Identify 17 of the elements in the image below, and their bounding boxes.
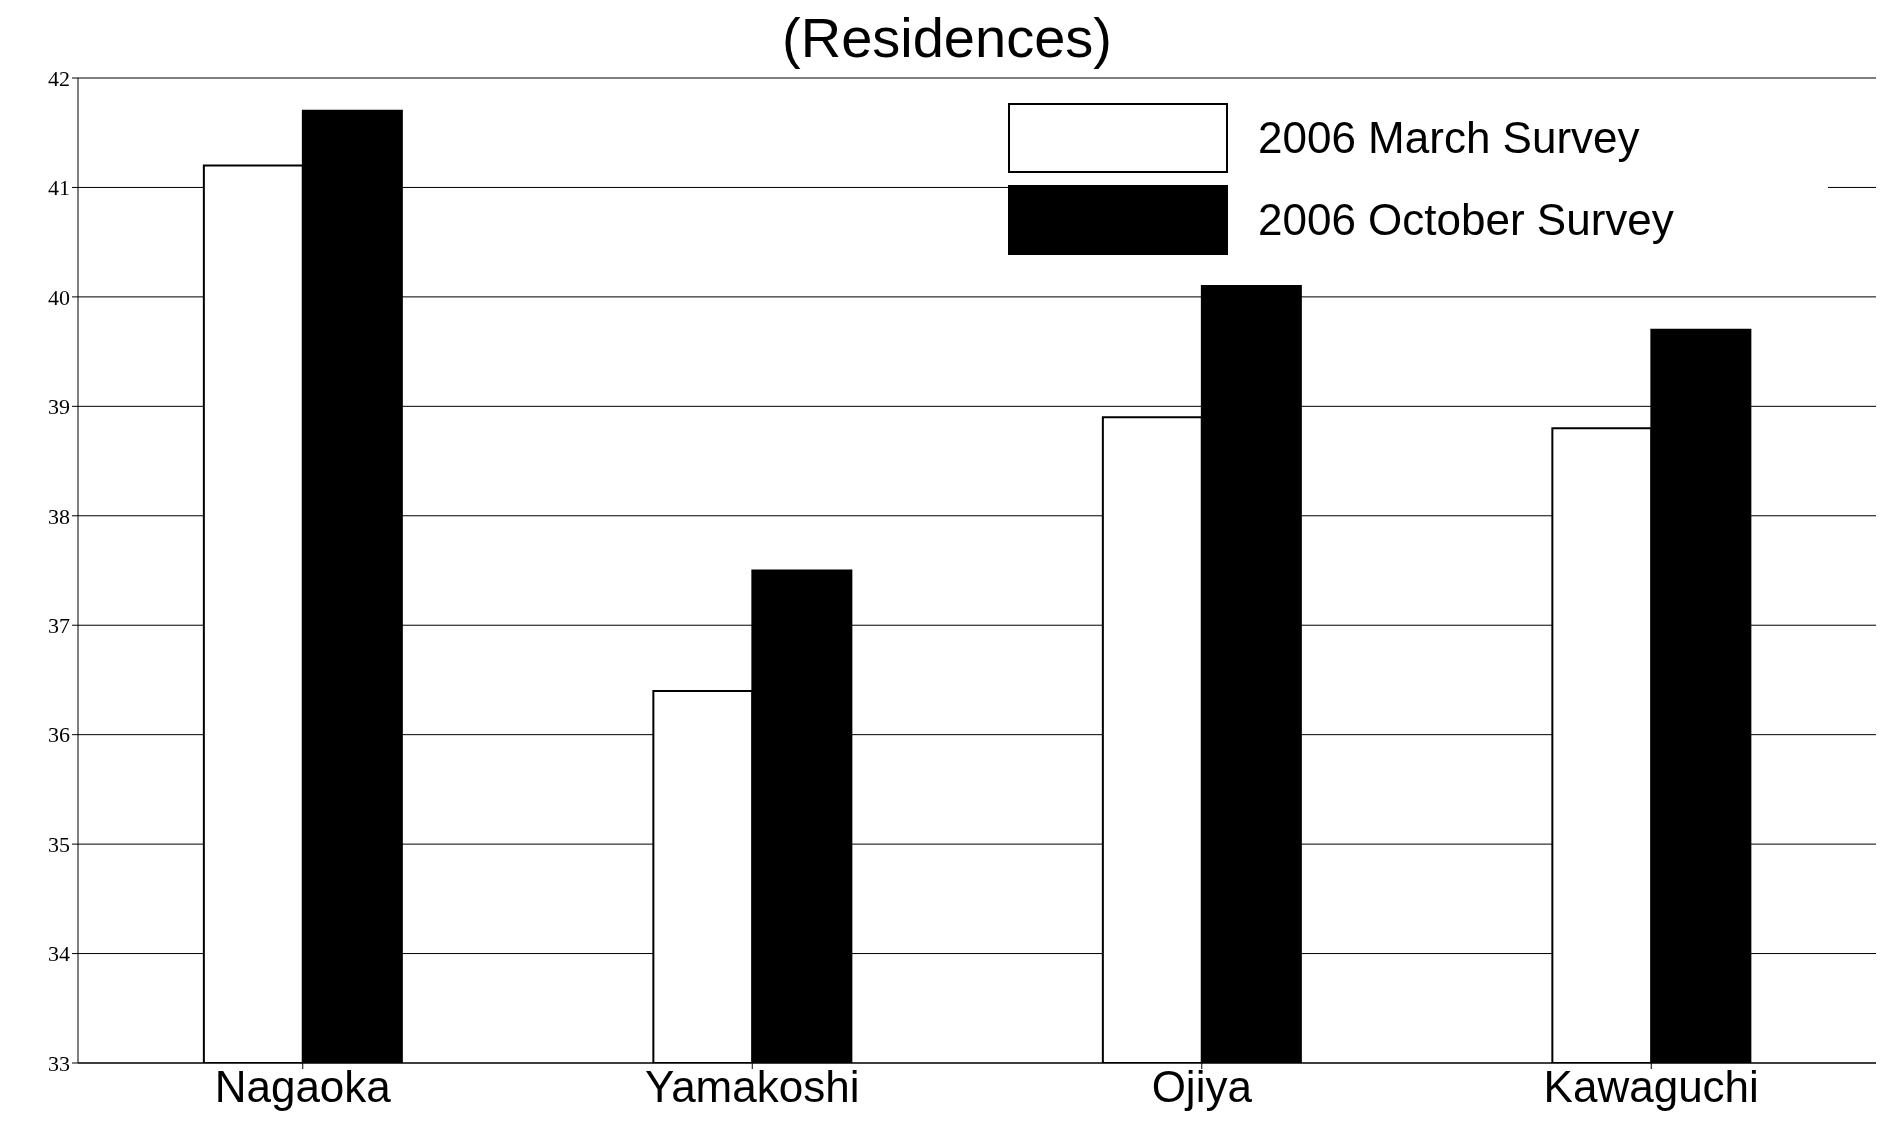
x-tick-label: Ojiya: [1151, 1062, 1253, 1112]
y-tick-label: 34: [48, 941, 70, 967]
chart-title: (Residences): [782, 6, 1112, 69]
x-tick-label: Kawaguchi: [1543, 1062, 1759, 1112]
y-tick-label: 42: [48, 65, 70, 91]
y-tick-label: 40: [48, 284, 70, 310]
y-tick-label: 38: [48, 503, 70, 529]
x-tick-label: Nagaoka: [214, 1062, 392, 1112]
x-tick-label: Yamakoshi: [645, 1062, 860, 1112]
y-tick-label: 37: [48, 613, 70, 639]
y-tick-label: 36: [48, 722, 70, 748]
y-tick-label: 33: [48, 1050, 70, 1076]
y-tick-label: 39: [48, 394, 70, 420]
y-tick-label: 35: [48, 831, 70, 857]
y-tick-label: 41: [48, 175, 70, 201]
legend-label: 2006 March Survey: [1258, 113, 1640, 163]
legend-label: 2006 October Survey: [1258, 195, 1674, 245]
